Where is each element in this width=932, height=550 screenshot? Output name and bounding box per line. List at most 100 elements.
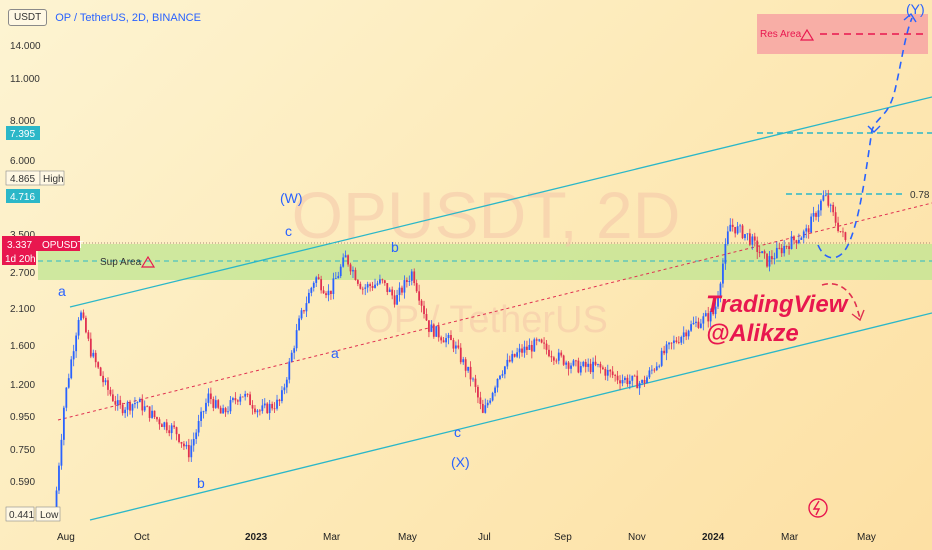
- wave-a1: a: [58, 283, 66, 299]
- candle-body: [102, 375, 104, 383]
- candle-body: [445, 338, 447, 343]
- price-badge-value: 3.337: [7, 240, 32, 251]
- candle-body: [359, 283, 362, 289]
- candle-body: [97, 362, 100, 368]
- candle-body: [278, 399, 281, 402]
- candle-body: [530, 344, 533, 352]
- candle-body: [67, 378, 70, 388]
- candle-body: [523, 346, 526, 353]
- candle-body: [489, 400, 492, 403]
- candle-body: [472, 378, 474, 380]
- candle-body: [327, 290, 330, 296]
- candle-body: [317, 277, 320, 280]
- candle-body: [567, 362, 570, 369]
- candle-body: [288, 361, 291, 380]
- candle-body: [305, 303, 308, 312]
- candle-body: [707, 313, 710, 322]
- candle-body: [268, 403, 271, 414]
- channel-lower: [89, 312, 932, 521]
- candle-body: [802, 231, 805, 238]
- candle-body: [788, 246, 790, 250]
- candle-body: [146, 406, 149, 408]
- candle-body: [479, 397, 482, 404]
- candle-body: [633, 375, 636, 377]
- candle-body: [638, 382, 641, 389]
- candle-body: [185, 444, 188, 447]
- candle-body: [702, 316, 705, 324]
- candle-body: [724, 243, 727, 264]
- candle-body: [680, 336, 683, 343]
- candle-body: [842, 231, 844, 233]
- candle-body: [401, 287, 403, 293]
- wave-Y: (Y): [906, 1, 925, 17]
- candle-body: [300, 310, 303, 319]
- candle-body: [366, 284, 369, 288]
- brand-line2: @Alikze: [706, 320, 799, 347]
- candle-body: [565, 362, 568, 365]
- candle-body: [746, 233, 749, 235]
- candle-body: [138, 399, 141, 403]
- candle-body: [170, 425, 173, 434]
- candle-body: [437, 326, 440, 338]
- candle-body: [712, 311, 715, 315]
- candle-body: [477, 386, 479, 398]
- res-alert-icon: [799, 28, 815, 41]
- wave-b1: b: [197, 475, 205, 491]
- flash-icon[interactable]: [808, 498, 828, 518]
- candle-body: [62, 407, 65, 440]
- candle-body: [748, 233, 751, 245]
- candle-body: [837, 222, 839, 232]
- candle-body: [511, 354, 514, 362]
- price-badge-bg: [2, 236, 80, 251]
- candle-body: [153, 410, 156, 418]
- candle-body: [614, 375, 617, 376]
- candle-body: [753, 236, 756, 241]
- candle-body: [528, 344, 531, 350]
- candle-body: [717, 296, 719, 307]
- candle-body: [653, 369, 656, 371]
- candle-body: [589, 363, 592, 373]
- candle-body: [342, 257, 345, 267]
- candle-body: [354, 269, 357, 281]
- candle-body: [60, 439, 63, 466]
- candle-body: [126, 402, 129, 410]
- candle-body: [391, 289, 394, 296]
- candle-body: [180, 442, 183, 444]
- candle-body: [709, 311, 712, 322]
- candle-body: [178, 434, 180, 443]
- candle-body: [303, 310, 305, 312]
- sup-area-zone: [38, 244, 932, 280]
- candle-body: [506, 359, 509, 367]
- candle-body: [587, 363, 590, 367]
- candle-body: [209, 393, 212, 400]
- channel-upper: [69, 96, 932, 308]
- candle-body: [202, 411, 205, 413]
- candle-body: [114, 401, 117, 405]
- fib-badge: 4.716: [10, 192, 35, 203]
- candle-body: [55, 490, 58, 519]
- time-tick: 2024: [702, 532, 725, 543]
- candle-body: [636, 375, 639, 389]
- candle-body: [790, 236, 793, 250]
- candle-body: [670, 342, 673, 344]
- candle-body: [143, 406, 146, 411]
- candle-body: [447, 335, 450, 339]
- candle-body: [418, 291, 421, 301]
- time-tick: Sep: [554, 532, 572, 543]
- candle-body: [815, 213, 817, 217]
- candle-body: [254, 408, 256, 413]
- candle-body: [513, 354, 516, 357]
- candle-body: [379, 279, 381, 284]
- candle-body: [298, 318, 300, 331]
- candle-body: [283, 387, 286, 391]
- currency-button[interactable]: USDT: [8, 9, 48, 26]
- chart-title[interactable]: OP / TetherUS, 2D, BINANCE: [55, 11, 201, 24]
- candle-body: [751, 236, 754, 245]
- candle-body: [844, 232, 847, 240]
- candle-body: [107, 380, 109, 390]
- candle-body: [151, 410, 153, 418]
- candle-body: [592, 361, 594, 373]
- candle-body: [533, 339, 536, 352]
- candle-body: [545, 343, 548, 350]
